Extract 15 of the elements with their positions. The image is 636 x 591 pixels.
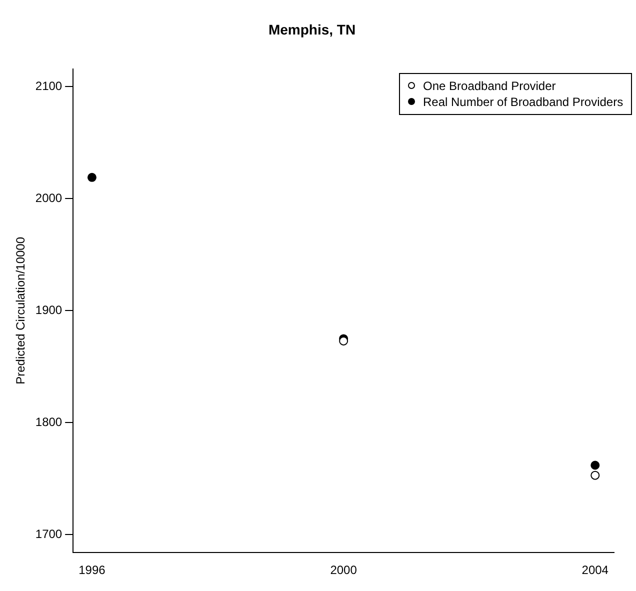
y-tick-label: 1900 [35, 303, 62, 318]
point [87, 172, 96, 182]
x-tick-label: 2000 [330, 563, 358, 578]
y-axis-title: Predicted Circulation/10000 [14, 236, 28, 384]
legend-label: Real Number of Broadband Providers [423, 94, 624, 110]
y-tick-label: 1700 [35, 526, 62, 541]
chart-title: Memphis, TN [268, 21, 356, 38]
x-tick-label: 1996 [78, 563, 106, 578]
y-tick-label: 2000 [35, 191, 62, 206]
x-tick-label: 2004 [582, 563, 609, 578]
point [590, 470, 600, 480]
point [590, 460, 600, 470]
y-tick-label: 2100 [35, 79, 62, 94]
legend-label: One Broadband Provider [423, 78, 556, 94]
y-tick-label: 1800 [35, 415, 62, 430]
